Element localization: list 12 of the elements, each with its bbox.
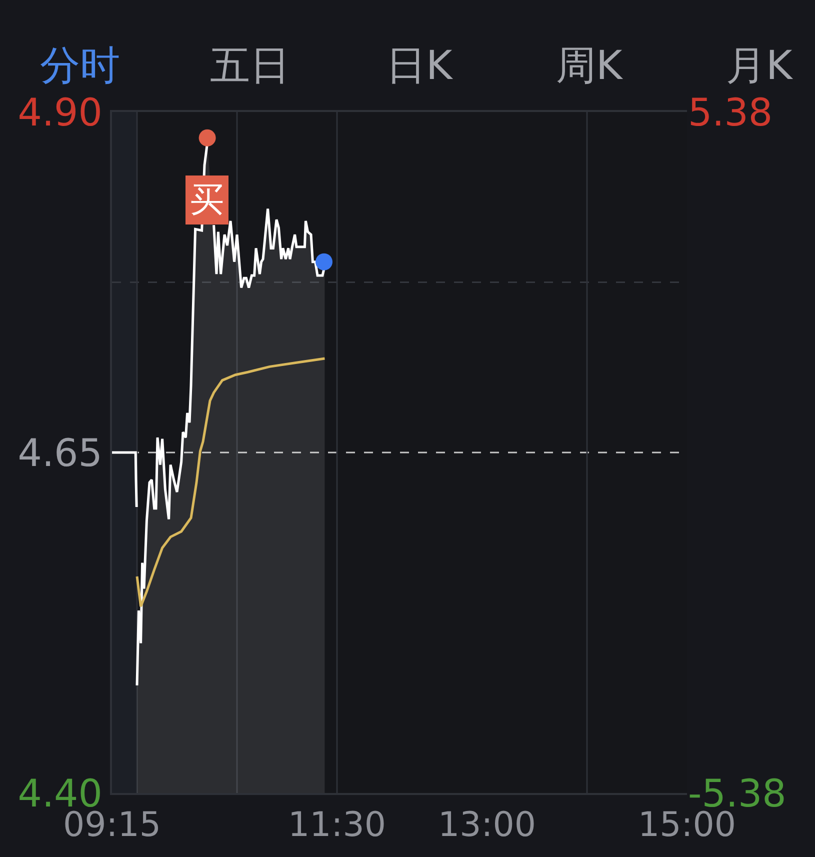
text: 日K <box>386 43 454 89</box>
text: 分时 <box>40 43 120 89</box>
y-tick-label: 4.65 <box>18 430 102 475</box>
line-series <box>136 357 326 608</box>
y-tick-label: 4.90 <box>18 90 102 134</box>
x-tick-label: 11:30 <box>288 804 386 845</box>
y2-tick-label: 5.38 <box>688 90 773 134</box>
x-tick-label: 13:00 <box>438 804 536 845</box>
text: 月K <box>726 43 794 89</box>
text: 周K <box>556 43 624 89</box>
annotation: 买 <box>190 180 224 220</box>
text: 五日 <box>210 43 290 89</box>
